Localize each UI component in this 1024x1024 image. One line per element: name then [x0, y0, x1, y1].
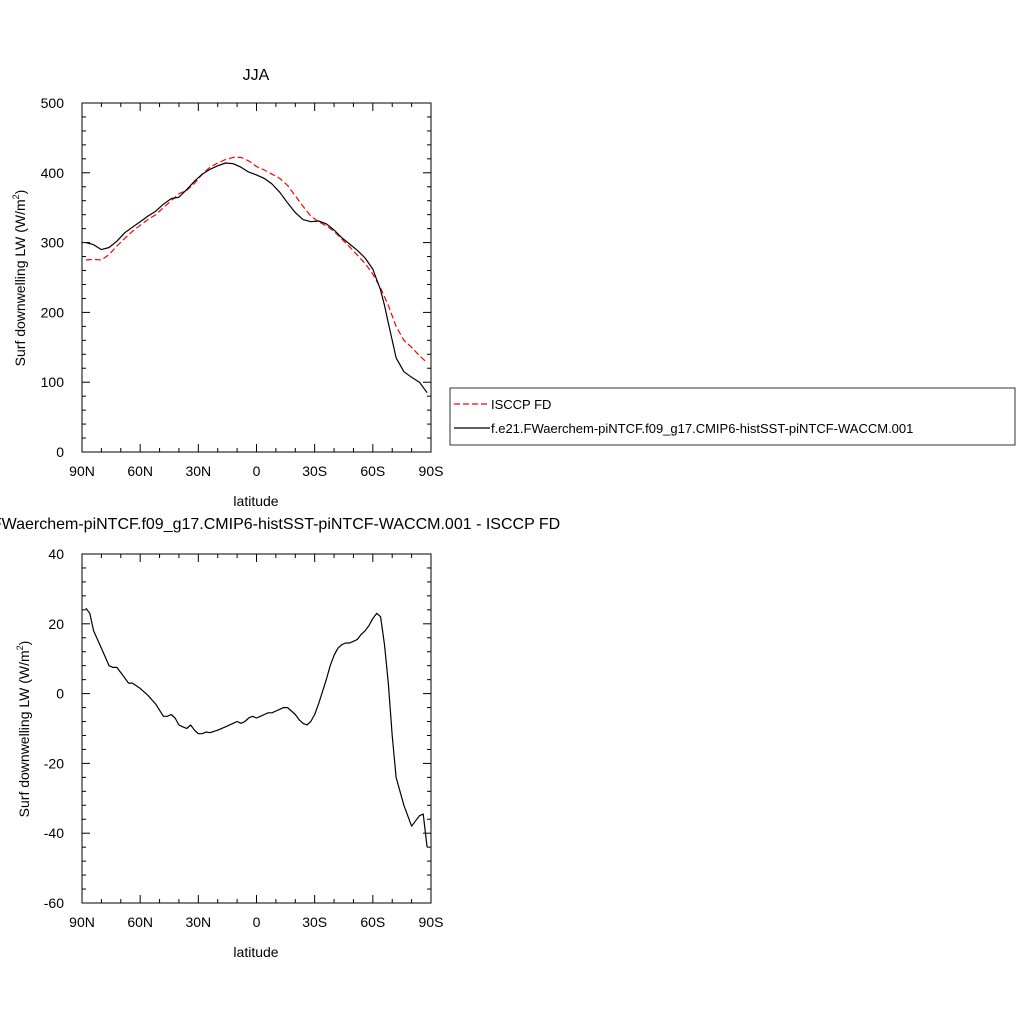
- top-y-title-close: ): [12, 190, 28, 195]
- top-x-tick-label: 90S: [419, 463, 444, 479]
- top-y-title-text: Surf downwelling LW (W/m: [12, 199, 28, 366]
- bottom-x-tick-label: 30N: [185, 914, 211, 930]
- bottom-y-tick-label: 0: [56, 686, 64, 702]
- top-y-tick-label: 500: [41, 95, 65, 111]
- top-y-title-sup: 2: [11, 194, 21, 199]
- bottom-series-line-0: [85, 607, 428, 848]
- top-chart-legend: ISCCP FD f.e21.FWaerchem-piNTCF.f09_g17.…: [449, 387, 1016, 446]
- top-chart-title: JJA: [243, 67, 270, 84]
- bottom-chart-frame: [81, 553, 432, 904]
- bottom-y-tick-label: -60: [44, 895, 64, 911]
- bottom-x-tick-label: 0: [253, 914, 261, 930]
- bottom-y-title-sup: 2: [15, 645, 25, 650]
- legend-label-model: f.e21.FWaerchem-piNTCF.f09_g17.CMIP6-his…: [491, 421, 913, 436]
- top-series-line-0: [85, 156, 428, 364]
- bottom-y-title-text: Surf downwelling LW (W/m: [16, 650, 32, 817]
- bottom-line-chart: f.e21.FWaerchem-piNTCF.f09_g17.CMIP6-his…: [0, 516, 560, 960]
- bottom-x-tick-label: 30S: [302, 914, 327, 930]
- bottom-y-tick-label: 20: [48, 616, 64, 632]
- top-y-tick-label: 100: [41, 374, 65, 390]
- bottom-chart-title: f.e21.FWaerchem-piNTCF.f09_g17.CMIP6-his…: [0, 516, 560, 533]
- bottom-x-tick-label: 90S: [419, 914, 444, 930]
- top-series-line-1: [85, 162, 428, 394]
- top-x-tick-label: 30N: [185, 463, 211, 479]
- top-line-chart: JJA 90N 60N 30N 0 30S 60S 90S0100200300400500 …: [11, 67, 443, 509]
- bottom-y-tick-label: -20: [44, 755, 64, 771]
- bottom-x-tick-label: 90N: [69, 914, 95, 930]
- top-chart-y-axis-title: Surf downwelling LW (W/m2): [11, 190, 28, 367]
- top-chart-frame: [81, 102, 432, 453]
- bottom-chart-plot-area: 90N 60N 30N 0 30S 60S 90S -60 -40 -20 0 20 40: [44, 546, 444, 930]
- top-y-tick-label: 200: [41, 304, 65, 320]
- top-x-tick-label: 30S: [302, 463, 327, 479]
- legend-box: [449, 387, 1016, 446]
- top-y-tick-label: 400: [41, 165, 65, 181]
- top-y-tick-label: 300: [41, 235, 65, 251]
- bottom-x-tick-label: 60N: [127, 914, 153, 930]
- top-chart-plot-area: 90N 60N 30N 0 30S 60S 90S 0 100 200 300 400 500: [41, 95, 444, 479]
- top-x-tick-label: 60N: [127, 463, 153, 479]
- bottom-y-tick-label: -40: [44, 825, 64, 841]
- bottom-chart-y-axis-title: Surf downwelling LW (W/m2): [15, 641, 32, 818]
- bottom-x-tick-label: 60S: [360, 914, 385, 930]
- bottom-y-title-close: ): [16, 641, 32, 646]
- legend-label-isccp: ISCCP FD: [491, 397, 551, 412]
- top-x-tick-label: 90N: [69, 463, 95, 479]
- top-chart-x-axis-title: latitude: [233, 493, 278, 509]
- top-y-tick-label: 0: [56, 444, 64, 460]
- bottom-y-tick-label: 40: [48, 546, 64, 562]
- top-x-tick-label: 60S: [360, 463, 385, 479]
- bottom-chart-x-axis-title: latitude: [233, 944, 278, 960]
- top-x-tick-label: 0: [253, 463, 261, 479]
